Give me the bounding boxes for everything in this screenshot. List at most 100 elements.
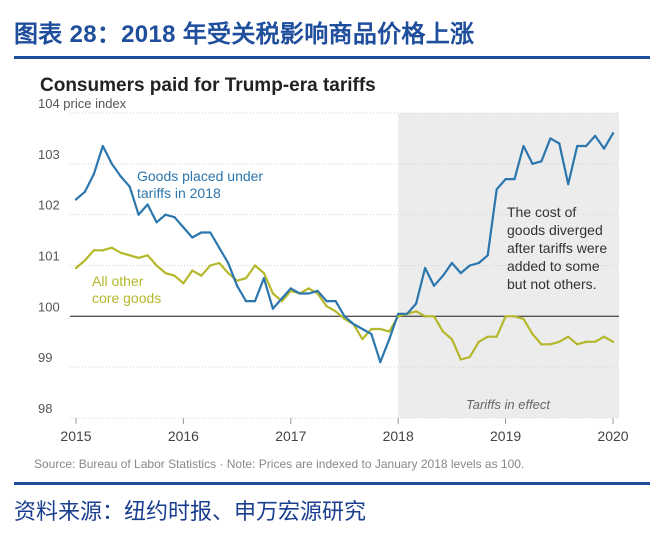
- data-point: [110, 246, 113, 249]
- data-point: [146, 254, 149, 257]
- data-point: [334, 310, 337, 313]
- data-point: [137, 213, 140, 216]
- data-point: [585, 144, 588, 148]
- data-point: [576, 144, 579, 148]
- data-point: [209, 231, 212, 234]
- data-point: [307, 287, 310, 290]
- data-point: [146, 203, 149, 206]
- data-point: [137, 256, 140, 259]
- data-point: [253, 299, 257, 303]
- data-point: [504, 177, 507, 181]
- figure-bottom-rule: [14, 482, 650, 485]
- annotation-line: but not others.: [507, 276, 597, 292]
- data-point: [406, 312, 409, 315]
- data-point: [182, 226, 185, 229]
- data-point: [513, 177, 516, 181]
- data-point: [441, 274, 445, 277]
- data-point: [101, 249, 104, 252]
- data-point: [423, 266, 427, 270]
- data-point: [602, 147, 606, 150]
- data-point: [540, 160, 543, 163]
- x-tick-label: 2018: [383, 428, 414, 444]
- data-point: [119, 175, 122, 178]
- divergence-annotation: The cost of goods diverged after tariffs w…: [507, 204, 607, 292]
- x-tick-label: 2016: [168, 428, 199, 444]
- data-point: [522, 144, 525, 148]
- figure-title: 图表 28：2018 年受关税影响商品价格上涨: [14, 21, 475, 48]
- data-point: [388, 338, 391, 341]
- series-label-line: core goods: [92, 290, 161, 306]
- data-point: [289, 289, 292, 293]
- y-tick-label: 98: [38, 401, 52, 416]
- data-point: [200, 231, 203, 234]
- annotation-line: after tariffs were: [507, 240, 607, 256]
- price-index-chart: Tariffs in effect 98 99 100 101 102 103 104 pr…: [38, 96, 629, 444]
- data-point: [173, 274, 176, 277]
- data-point: [459, 358, 462, 361]
- series-label-line: tariffs in 2018: [137, 185, 221, 201]
- data-point: [262, 277, 266, 280]
- data-point: [379, 327, 382, 331]
- data-point: [92, 249, 96, 252]
- data-point: [531, 162, 534, 165]
- data-point: [343, 317, 346, 320]
- data-point: [468, 355, 471, 359]
- data-point: [495, 188, 498, 191]
- figure-top-rule: [14, 56, 650, 59]
- data-point: [74, 266, 78, 270]
- y-tick-label: 100: [38, 299, 60, 314]
- data-point: [74, 198, 78, 201]
- data-point: [236, 284, 239, 287]
- series-label-line: Goods placed under: [137, 168, 263, 184]
- annotation-line: added to some: [507, 258, 600, 274]
- data-point: [298, 292, 301, 295]
- data-point: [432, 315, 436, 318]
- data-point: [495, 335, 498, 338]
- data-point: [343, 315, 346, 318]
- data-point: [227, 272, 230, 275]
- data-point: [173, 216, 176, 219]
- y-tick-label: 99: [38, 350, 52, 365]
- chart-source-note: Source: Bureau of Labor Statistics · Not…: [34, 457, 525, 471]
- data-point: [602, 335, 606, 338]
- data-point: [182, 282, 185, 285]
- y-tick-labels: 98 99 100 101 102 103 104 price index: [38, 96, 127, 416]
- data-point: [128, 185, 131, 188]
- data-point: [450, 261, 453, 265]
- data-point: [450, 338, 453, 341]
- data-point: [83, 190, 87, 193]
- x-ticks: [75, 418, 614, 424]
- data-point: [316, 292, 319, 295]
- data-point: [271, 292, 274, 295]
- data-point: [558, 340, 561, 343]
- data-point: [325, 305, 328, 308]
- data-point: [415, 302, 418, 305]
- data-point: [441, 330, 445, 333]
- data-point: [486, 254, 489, 257]
- x-tick-label: 2015: [60, 428, 91, 444]
- data-point: [271, 307, 274, 310]
- data-point: [227, 261, 230, 265]
- data-point: [289, 287, 292, 290]
- x-tick-label: 2020: [597, 428, 628, 444]
- data-point: [486, 335, 489, 338]
- data-point: [244, 299, 248, 303]
- data-point: [191, 269, 194, 272]
- data-point: [155, 264, 158, 267]
- data-point: [92, 172, 96, 176]
- y-tick-label: 101: [38, 249, 60, 264]
- series-label-line: All other: [92, 273, 144, 289]
- data-point: [262, 272, 266, 275]
- annotation-line: goods diverged: [507, 222, 603, 238]
- data-point: [361, 327, 364, 331]
- data-point: [576, 343, 579, 346]
- x-tick-labels: 2015 2016 2017 2018 2019 2020: [60, 428, 628, 444]
- data-point: [531, 333, 534, 336]
- data-point: [370, 333, 373, 336]
- data-point: [101, 144, 104, 148]
- data-point: [209, 264, 212, 267]
- data-point: [513, 315, 516, 318]
- data-point: [567, 183, 570, 186]
- data-point: [83, 259, 87, 262]
